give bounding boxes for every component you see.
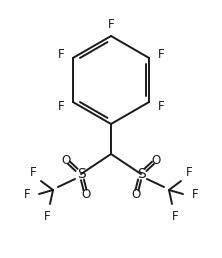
Text: F: F [172, 211, 178, 223]
Text: F: F [192, 188, 198, 200]
Text: O: O [81, 188, 91, 200]
Text: O: O [61, 154, 71, 166]
Text: F: F [57, 47, 64, 60]
Text: F: F [108, 19, 114, 31]
Text: F: F [30, 165, 36, 179]
Text: F: F [158, 47, 165, 60]
Text: F: F [158, 100, 165, 112]
Text: F: F [57, 100, 64, 112]
Text: O: O [131, 188, 141, 200]
Text: O: O [151, 154, 161, 166]
Text: F: F [186, 165, 192, 179]
Text: F: F [44, 211, 50, 223]
Text: S: S [77, 167, 85, 181]
Text: F: F [24, 188, 30, 200]
Text: S: S [137, 167, 145, 181]
